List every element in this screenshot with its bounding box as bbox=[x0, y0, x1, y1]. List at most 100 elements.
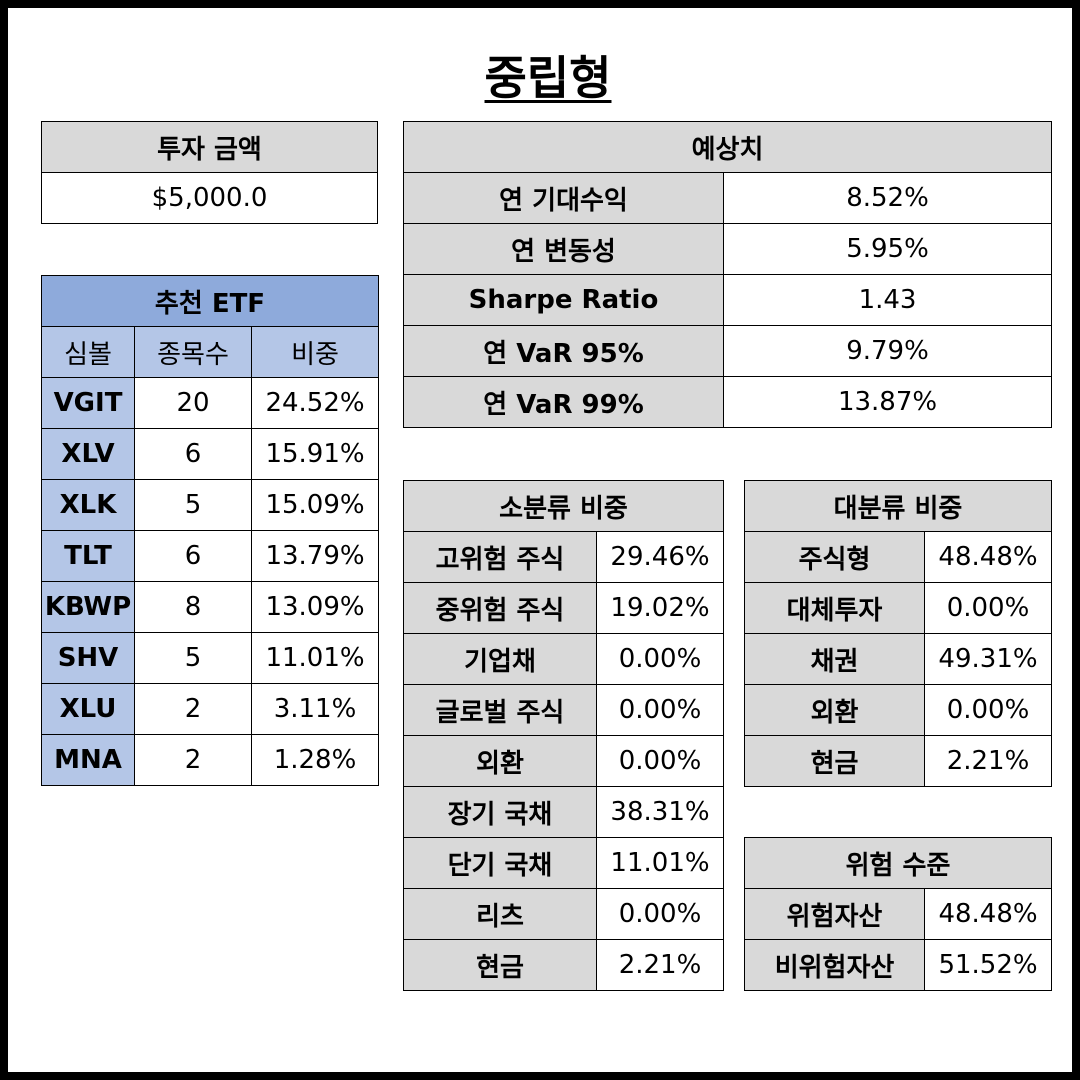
risk-level-header: 위험 수준 bbox=[743, 837, 1053, 889]
risk-label: 비위험자산 bbox=[744, 939, 925, 991]
main-class-value: 2.21% bbox=[924, 735, 1052, 787]
sub-class-row: 리츠 0.00% bbox=[403, 888, 724, 940]
etf-row: XLK 5 15.09% bbox=[41, 479, 380, 531]
etf-row: VGIT 20 24.52% bbox=[41, 377, 380, 429]
expected-row: 연 기대수익 8.52% bbox=[403, 172, 1053, 224]
page-title-wrap: 중립형 bbox=[8, 42, 1080, 108]
etf-weight: 15.91% bbox=[250, 428, 380, 480]
main-class-label: 대체투자 bbox=[744, 582, 925, 634]
expected-value: 8.52% bbox=[722, 172, 1053, 224]
etf-weight: 11.01% bbox=[250, 632, 380, 684]
main-class-value: 48.48% bbox=[924, 531, 1052, 583]
sub-class-label: 리츠 bbox=[403, 888, 597, 940]
risk-row: 위험자산 48.48% bbox=[744, 888, 1053, 940]
sub-class-label: 글로벌 주식 bbox=[403, 684, 597, 736]
etf-weight: 15.09% bbox=[250, 479, 380, 531]
risk-value: 48.48% bbox=[923, 888, 1053, 940]
sub-class-row: 장기 국채 38.31% bbox=[403, 786, 724, 838]
sub-class-value: 0.00% bbox=[596, 888, 724, 940]
main-class-label: 외환 bbox=[744, 684, 925, 736]
main-class-label: 채권 bbox=[744, 633, 925, 685]
etf-count: 2 bbox=[134, 683, 252, 735]
sub-class-label: 장기 국채 bbox=[403, 786, 597, 838]
sub-class-row: 외환 0.00% bbox=[403, 735, 724, 787]
expected-values-header: 예상치 bbox=[402, 121, 1053, 173]
sub-class-weight-table: 소분류 비중 고위험 주식 29.46% 중위험 주식 19.02% 기업채 0… bbox=[403, 480, 724, 991]
main-class-label: 주식형 bbox=[744, 531, 925, 583]
sub-class-label: 기업채 bbox=[403, 633, 597, 685]
expected-row: Sharpe Ratio 1.43 bbox=[403, 274, 1053, 326]
main-class-row: 주식형 48.48% bbox=[744, 531, 1052, 583]
sub-class-value: 0.00% bbox=[596, 633, 724, 685]
etf-symbol: KBWP bbox=[41, 581, 135, 633]
sub-class-row: 고위험 주식 29.46% bbox=[403, 531, 724, 583]
etf-count: 2 bbox=[134, 734, 252, 786]
expected-row: 연 VaR 95% 9.79% bbox=[403, 325, 1053, 377]
etf-column-symbol: 심볼 bbox=[41, 326, 135, 378]
expected-label: 연 VaR 99% bbox=[403, 376, 724, 428]
expected-value: 13.87% bbox=[722, 376, 1053, 428]
expected-label: 연 기대수익 bbox=[403, 172, 724, 224]
sub-class-value: 29.46% bbox=[596, 531, 724, 583]
sub-class-label: 중위험 주식 bbox=[403, 582, 597, 634]
etf-symbol: VGIT bbox=[41, 377, 135, 429]
sub-class-row: 현금 2.21% bbox=[403, 939, 724, 991]
etf-symbol: MNA bbox=[41, 734, 135, 786]
sub-class-header: 소분류 비중 bbox=[403, 480, 724, 532]
main-class-value: 0.00% bbox=[924, 582, 1052, 634]
etf-row: KBWP 8 13.09% bbox=[41, 581, 380, 633]
page-title: 중립형 bbox=[484, 51, 612, 105]
etf-count: 6 bbox=[134, 428, 252, 480]
etf-weight: 13.79% bbox=[250, 530, 380, 582]
sub-class-label: 현금 bbox=[403, 939, 597, 991]
etf-count: 5 bbox=[134, 479, 252, 531]
main-class-value: 49.31% bbox=[924, 633, 1052, 685]
recommended-etf-table: 추천 ETF 심볼 종목수 비중 VGIT 20 24.52% XLV 6 15… bbox=[40, 275, 380, 786]
expected-row: 연 VaR 99% 13.87% bbox=[403, 376, 1053, 428]
main-class-label: 현금 bbox=[744, 735, 925, 787]
etf-row: TLT 6 13.79% bbox=[41, 530, 380, 582]
main-class-row: 현금 2.21% bbox=[744, 735, 1052, 787]
investment-amount-value: $5,000.0 bbox=[41, 172, 378, 224]
etf-row: MNA 2 1.28% bbox=[41, 734, 380, 786]
expected-label: Sharpe Ratio bbox=[403, 274, 724, 326]
expected-values-table: 예상치 연 기대수익 8.52% 연 변동성 5.95% Sharpe Rati… bbox=[402, 121, 1053, 428]
investment-amount-table: 투자 금액 $5,000.0 bbox=[41, 121, 378, 224]
expected-row: 연 변동성 5.95% bbox=[403, 223, 1053, 275]
expected-value: 5.95% bbox=[722, 223, 1053, 275]
main-class-weight-table: 대분류 비중 주식형 48.48% 대체투자 0.00% 채권 49.31% 외… bbox=[744, 480, 1052, 787]
risk-label: 위험자산 bbox=[744, 888, 925, 940]
sub-class-value: 38.31% bbox=[596, 786, 724, 838]
main-class-header: 대분류 비중 bbox=[744, 480, 1052, 532]
etf-count: 6 bbox=[134, 530, 252, 582]
etf-weight: 1.28% bbox=[250, 734, 380, 786]
sub-class-label: 단기 국채 bbox=[403, 837, 597, 889]
expected-label: 연 변동성 bbox=[403, 223, 724, 275]
expected-label: 연 VaR 95% bbox=[403, 325, 724, 377]
risk-row: 비위험자산 51.52% bbox=[744, 939, 1053, 991]
etf-weight: 13.09% bbox=[250, 581, 380, 633]
sub-class-value: 2.21% bbox=[596, 939, 724, 991]
etf-row: XLV 6 15.91% bbox=[41, 428, 380, 480]
sub-class-label: 외환 bbox=[403, 735, 597, 787]
investment-amount-header: 투자 금액 bbox=[41, 121, 378, 173]
sub-class-value: 19.02% bbox=[596, 582, 724, 634]
sub-class-row: 단기 국채 11.01% bbox=[403, 837, 724, 889]
main-class-row: 외환 0.00% bbox=[744, 684, 1052, 736]
sub-class-value: 0.00% bbox=[596, 735, 724, 787]
sub-class-row: 기업채 0.00% bbox=[403, 633, 724, 685]
main-class-value: 0.00% bbox=[924, 684, 1052, 736]
etf-row: XLU 2 3.11% bbox=[41, 683, 380, 735]
risk-level-table: 위험 수준 위험자산 48.48% 비위험자산 51.52% bbox=[743, 837, 1053, 991]
expected-value: 9.79% bbox=[722, 325, 1053, 377]
expected-value: 1.43 bbox=[722, 274, 1053, 326]
etf-column-count: 종목수 bbox=[134, 326, 252, 378]
sub-class-value: 0.00% bbox=[596, 684, 724, 736]
etf-symbol: XLK bbox=[41, 479, 135, 531]
etf-symbol: XLU bbox=[41, 683, 135, 735]
etf-weight: 24.52% bbox=[250, 377, 380, 429]
etf-symbol: SHV bbox=[41, 632, 135, 684]
etf-row: SHV 5 11.01% bbox=[41, 632, 380, 684]
main-class-row: 채권 49.31% bbox=[744, 633, 1052, 685]
